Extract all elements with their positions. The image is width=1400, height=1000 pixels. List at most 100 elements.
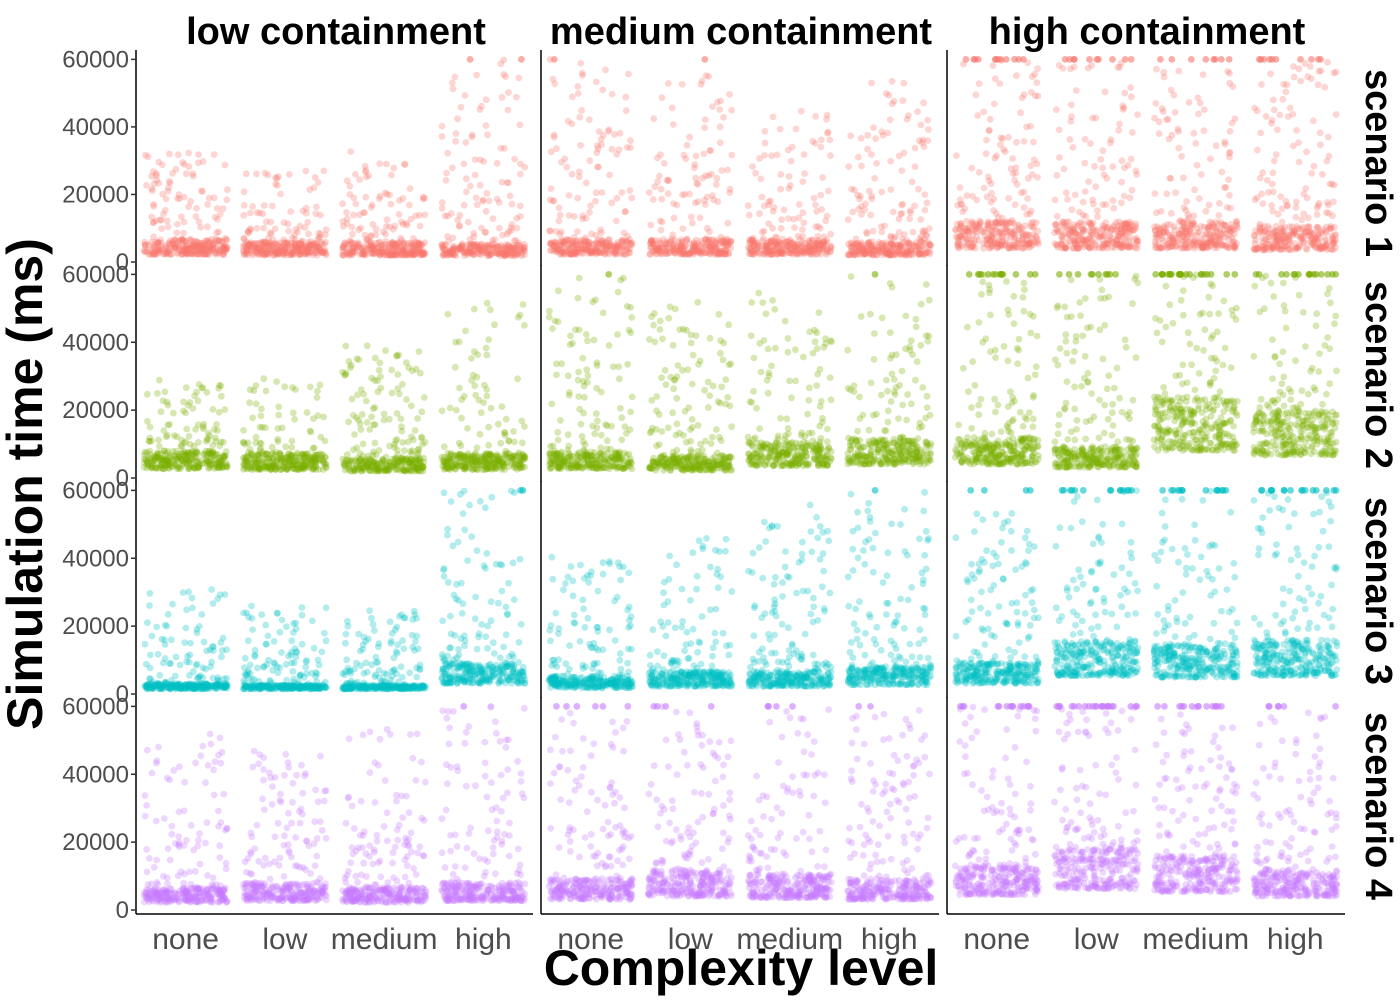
data-point — [1132, 222, 1139, 230]
data-point — [984, 218, 992, 226]
data-point — [411, 427, 419, 434]
data-point — [382, 230, 389, 238]
data-point — [164, 401, 172, 409]
data-point — [462, 175, 470, 183]
data-point — [571, 233, 578, 241]
data-point — [140, 463, 148, 471]
data-point — [194, 250, 202, 258]
data-point — [1226, 153, 1233, 161]
data-point — [690, 164, 698, 172]
timeout-point — [1268, 56, 1276, 63]
data-point — [174, 151, 182, 159]
data-point — [658, 94, 666, 101]
data-point — [383, 216, 391, 224]
data-point — [299, 207, 307, 215]
data-point — [149, 219, 157, 227]
data-point — [1094, 207, 1101, 214]
data-point — [1278, 224, 1286, 232]
data-point — [171, 236, 179, 244]
data-point — [925, 225, 933, 232]
data-point — [376, 359, 384, 367]
data-point — [728, 106, 735, 114]
data-point — [380, 410, 388, 418]
data-point — [156, 443, 163, 450]
data-point — [198, 250, 206, 258]
data-point — [1020, 138, 1028, 145]
data-point — [303, 409, 311, 416]
data-point — [452, 130, 460, 138]
data-point — [469, 131, 476, 139]
data-point — [171, 243, 179, 251]
data-point — [321, 437, 329, 445]
data-point — [498, 403, 506, 410]
data-point — [313, 394, 321, 401]
data-point — [464, 425, 471, 432]
data-point — [784, 237, 791, 245]
data-point — [971, 244, 979, 252]
data-point — [157, 245, 165, 253]
data-point — [878, 228, 886, 236]
data-point — [478, 224, 485, 232]
data-point — [586, 157, 594, 165]
data-point — [606, 171, 613, 179]
data-point — [1087, 140, 1094, 147]
timeout-point — [1157, 56, 1164, 63]
data-point — [1015, 221, 1023, 229]
data-point — [605, 128, 612, 135]
data-point — [977, 219, 985, 226]
data-point — [651, 183, 659, 191]
data-point — [983, 193, 991, 201]
data-point — [243, 458, 251, 465]
data-point — [140, 246, 148, 254]
data-point — [179, 237, 187, 244]
data-point — [187, 235, 195, 243]
data-point — [363, 419, 371, 426]
data-point — [155, 158, 163, 166]
data-point — [794, 241, 801, 249]
data-point — [247, 226, 255, 234]
data-point — [920, 99, 927, 107]
data-point — [341, 239, 348, 247]
data-point — [555, 217, 563, 225]
data-point — [156, 216, 164, 224]
data-point — [701, 197, 708, 204]
data-point — [921, 191, 929, 199]
data-point — [1017, 109, 1024, 117]
data-point — [1011, 201, 1019, 209]
data-point — [207, 247, 215, 255]
data-point — [401, 160, 408, 168]
data-point — [1229, 83, 1237, 90]
data-point — [198, 384, 206, 392]
data-point — [420, 394, 428, 401]
data-point — [752, 169, 759, 177]
data-point — [312, 210, 320, 218]
data-point — [347, 361, 355, 369]
data-point — [166, 240, 173, 248]
data-point — [1053, 172, 1061, 179]
data-point — [799, 233, 806, 240]
data-point — [1269, 180, 1276, 188]
data-point — [765, 198, 772, 206]
data-point — [388, 171, 395, 179]
data-point — [207, 244, 214, 252]
data-point — [1063, 222, 1071, 230]
data-point — [1282, 88, 1290, 96]
data-point — [195, 239, 202, 247]
data-point — [1126, 194, 1134, 202]
data-point — [482, 207, 490, 215]
data-point — [1107, 136, 1115, 144]
data-point — [439, 245, 447, 253]
data-point — [903, 116, 911, 123]
timeout-point — [1225, 56, 1233, 63]
data-point — [1323, 157, 1331, 165]
data-point — [194, 238, 201, 246]
data-point — [354, 391, 361, 399]
data-point — [873, 160, 880, 167]
data-point — [1173, 242, 1181, 250]
data-point — [1269, 96, 1277, 104]
data-point — [1068, 206, 1076, 214]
data-point — [870, 124, 877, 131]
data-point — [1196, 99, 1204, 107]
data-point — [900, 79, 908, 87]
